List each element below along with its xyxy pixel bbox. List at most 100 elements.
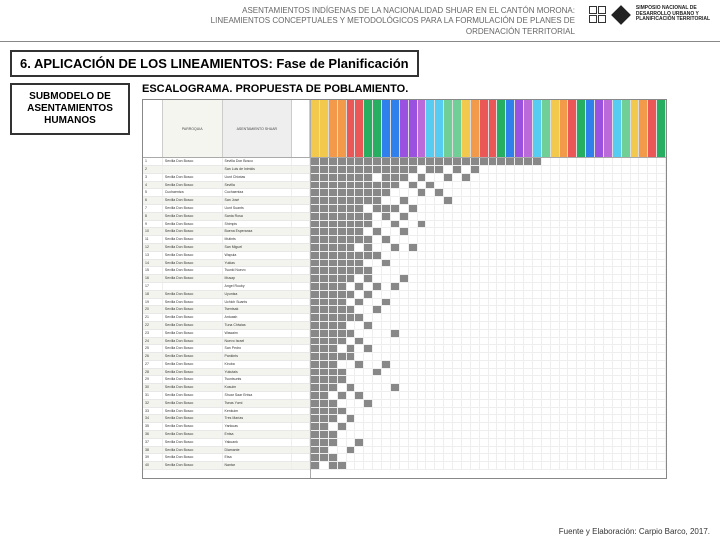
matrix-cell	[373, 338, 382, 345]
matrix-cell	[471, 197, 480, 204]
matrix-cell	[462, 345, 471, 352]
matrix-cell	[533, 236, 542, 243]
matrix-cell	[391, 408, 400, 415]
matrix-col-header	[329, 100, 338, 157]
matrix-cell	[373, 361, 382, 368]
matrix-cell	[426, 338, 435, 345]
matrix-cell	[622, 244, 631, 251]
matrix-row-cells	[311, 158, 666, 166]
matrix-cell	[382, 283, 391, 290]
matrix-cell	[329, 384, 338, 391]
matrix-cell	[639, 338, 648, 345]
matrix-cell	[631, 197, 640, 204]
matrix-cell	[506, 260, 515, 267]
matrix-cell	[524, 353, 533, 360]
matrix-cell	[480, 314, 489, 321]
matrix-cell	[595, 423, 604, 430]
matrix-cell	[471, 205, 480, 212]
matrix-cell	[622, 158, 631, 165]
matrix-cell	[444, 330, 453, 337]
matrix-cell	[613, 400, 622, 407]
matrix-cell	[391, 174, 400, 181]
matrix-cell	[586, 369, 595, 376]
matrix-cell	[444, 454, 453, 461]
matrix-row-label: 35Sevilla Don BoscoYankuas	[143, 423, 310, 431]
matrix-cell	[524, 314, 533, 321]
matrix-cell	[604, 205, 613, 212]
matrix-cell	[471, 415, 480, 422]
matrix-cell	[444, 423, 453, 430]
matrix-cell	[595, 408, 604, 415]
matrix-cell	[489, 376, 498, 383]
matrix-row-label: 3Sevilla Don BoscoUunt Chiwias	[143, 174, 310, 182]
matrix-row-label: 14Sevilla Don BoscoYukias	[143, 260, 310, 268]
matrix-cell	[373, 267, 382, 274]
matrix-row-cells	[311, 189, 666, 197]
matrix-cell	[311, 330, 320, 337]
matrix-cell	[657, 221, 666, 228]
matrix-cell	[435, 330, 444, 337]
matrix-cell	[568, 267, 577, 274]
matrix-cell	[542, 182, 551, 189]
matrix-cell	[364, 423, 373, 430]
matrix-cell	[604, 299, 613, 306]
matrix-cell	[418, 447, 427, 454]
matrix-cell	[657, 454, 666, 461]
matrix-cell	[639, 197, 648, 204]
matrix-cell	[373, 205, 382, 212]
matrix-row-label: 19Sevilla Don BoscoUchich Suants	[143, 299, 310, 307]
matrix-cell	[657, 439, 666, 446]
matrix-cell	[338, 415, 347, 422]
matrix-cell	[320, 330, 329, 337]
matrix-cell	[355, 260, 364, 267]
matrix-cell	[364, 189, 373, 196]
matrix-cell	[320, 213, 329, 220]
matrix-cell	[560, 314, 569, 321]
matrix-col-header	[409, 100, 418, 157]
matrix-cell	[444, 283, 453, 290]
matrix-cell	[382, 408, 391, 415]
matrix-cell	[586, 166, 595, 173]
matrix-cell	[373, 306, 382, 313]
matrix-cell	[542, 462, 551, 469]
matrix-cell	[364, 267, 373, 274]
matrix-cell	[639, 376, 648, 383]
matrix-row-cells	[311, 338, 666, 346]
matrix-cell	[435, 228, 444, 235]
matrix-cell	[506, 267, 515, 274]
matrix-cell	[586, 447, 595, 454]
matrix-cell	[382, 174, 391, 181]
matrix-cell	[400, 447, 409, 454]
matrix-cell	[329, 291, 338, 298]
matrix-cell	[551, 462, 560, 469]
matrix-cell	[586, 283, 595, 290]
matrix-cell	[329, 197, 338, 204]
matrix-col-header	[622, 100, 631, 157]
matrix-cell	[631, 314, 640, 321]
matrix-col-header	[648, 100, 657, 157]
matrix-cell	[426, 423, 435, 430]
matrix-cell	[613, 369, 622, 376]
matrix-cell	[347, 221, 356, 228]
matrix-cell	[435, 260, 444, 267]
matrix-cell	[311, 361, 320, 368]
matrix-cell	[577, 392, 586, 399]
matrix-cell	[373, 353, 382, 360]
matrix-row-label: 29Sevilla Don BoscoTsuntsunts	[143, 376, 310, 384]
matrix-cell	[355, 454, 364, 461]
matrix-cell	[639, 267, 648, 274]
matrix-cell	[400, 392, 409, 399]
matrix-cell	[462, 158, 471, 165]
matrix-cell	[338, 252, 347, 259]
matrix-cell	[497, 252, 506, 259]
matrix-cell	[435, 314, 444, 321]
matrix-cell	[604, 228, 613, 235]
matrix-cell	[497, 291, 506, 298]
matrix-cell	[631, 447, 640, 454]
matrix-cell	[355, 415, 364, 422]
matrix-cell	[595, 174, 604, 181]
matrix-cell	[542, 400, 551, 407]
matrix-cell	[515, 423, 524, 430]
matrix-cell	[329, 408, 338, 415]
matrix-cell	[347, 267, 356, 274]
